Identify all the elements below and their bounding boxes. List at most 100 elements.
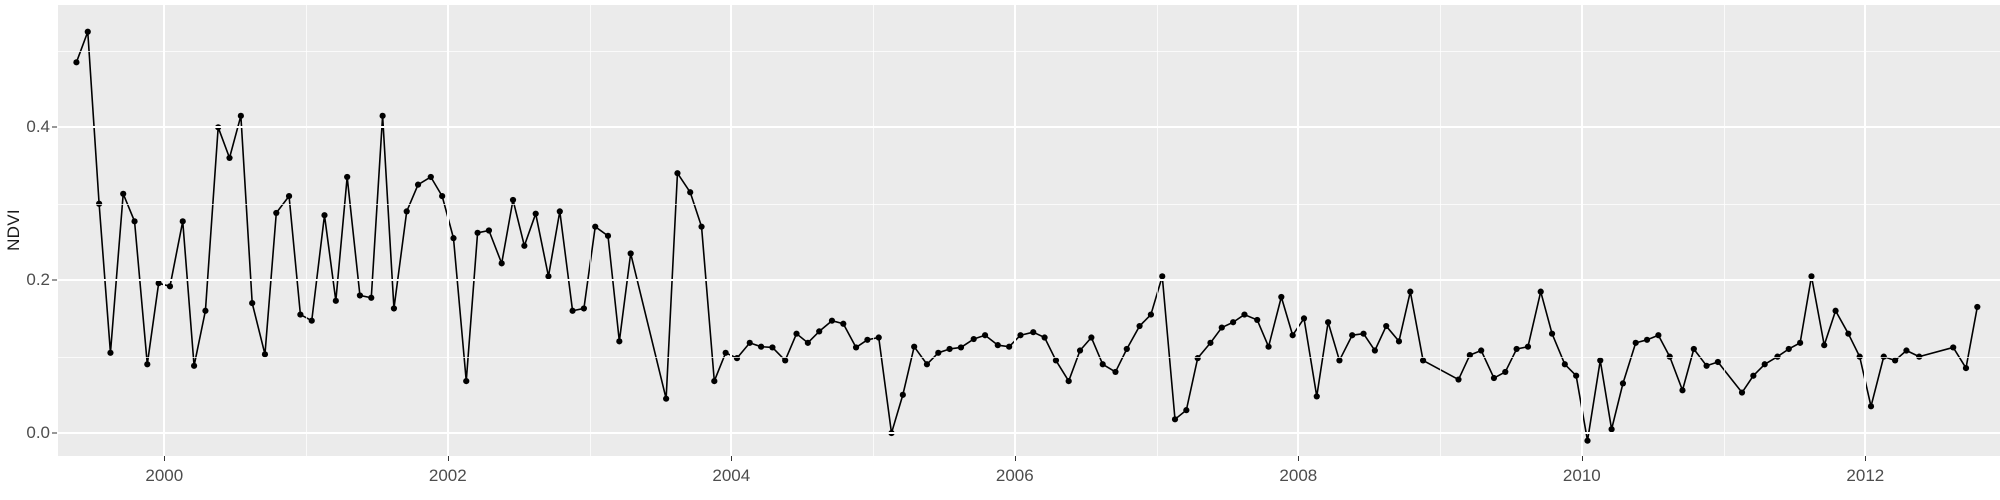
gridline-major-vertical bbox=[1013, 5, 1016, 456]
y-tick-label: 0.2 bbox=[26, 270, 50, 290]
data-point bbox=[981, 332, 989, 339]
data-point bbox=[439, 193, 446, 200]
data-point bbox=[1241, 311, 1248, 318]
data-point bbox=[1561, 361, 1568, 368]
data-point bbox=[1455, 376, 1462, 383]
x-tick-mark bbox=[1014, 456, 1016, 461]
data-point bbox=[923, 361, 931, 368]
gridline-minor-horizontal bbox=[58, 203, 2000, 205]
data-point bbox=[1218, 324, 1225, 331]
data-point bbox=[1524, 343, 1532, 350]
data-point bbox=[190, 362, 198, 369]
data-point bbox=[1703, 362, 1710, 369]
data-point bbox=[179, 218, 186, 225]
data-point bbox=[1395, 338, 1403, 345]
gridline-major-vertical bbox=[163, 5, 166, 456]
x-tick-mark bbox=[1865, 456, 1867, 461]
data-point bbox=[1502, 368, 1509, 376]
x-tick-label: 2006 bbox=[995, 466, 1034, 485]
ndvi-line-series bbox=[73, 28, 1981, 444]
data-point bbox=[427, 173, 434, 181]
data-point bbox=[308, 317, 315, 324]
plot-panel bbox=[58, 5, 2000, 456]
gridline-major-vertical bbox=[1864, 5, 1867, 456]
x-tick-label: 2000 bbox=[145, 466, 184, 485]
data-point bbox=[816, 328, 823, 335]
y-axis-tick-labels: 0.0 0.2 0.4 bbox=[0, 0, 50, 500]
data-point bbox=[1584, 437, 1591, 444]
data-point bbox=[1159, 273, 1166, 280]
data-point bbox=[722, 349, 729, 356]
data-point bbox=[1313, 393, 1320, 400]
data-point bbox=[414, 181, 422, 188]
data-point bbox=[1030, 329, 1037, 336]
data-point bbox=[1136, 322, 1143, 330]
data-point bbox=[994, 342, 1001, 349]
gridline-minor-horizontal bbox=[58, 50, 2000, 52]
data-point bbox=[674, 170, 681, 177]
data-point bbox=[793, 330, 800, 337]
gridline-minor-vertical bbox=[589, 5, 591, 456]
data-point bbox=[1419, 357, 1427, 364]
data-point bbox=[1265, 343, 1272, 350]
gridline-minor-vertical bbox=[1440, 5, 1442, 456]
data-point bbox=[237, 112, 244, 119]
data-point bbox=[166, 283, 174, 290]
data-point bbox=[1808, 273, 1815, 280]
data-point bbox=[616, 338, 623, 345]
y-tick-mark bbox=[52, 432, 57, 434]
data-point bbox=[1371, 347, 1378, 354]
data-point bbox=[1065, 377, 1072, 385]
data-point bbox=[450, 235, 457, 242]
data-point bbox=[474, 229, 481, 236]
data-point bbox=[1903, 347, 1910, 354]
data-point bbox=[107, 349, 114, 356]
data-point bbox=[297, 311, 304, 318]
data-point bbox=[73, 59, 80, 66]
x-tick-label: 2012 bbox=[1846, 466, 1885, 485]
data-point bbox=[390, 305, 398, 312]
data-point bbox=[202, 307, 209, 314]
x-tick-mark bbox=[731, 456, 733, 461]
data-point bbox=[957, 344, 965, 351]
data-point bbox=[1867, 403, 1875, 410]
data-point bbox=[1147, 311, 1155, 318]
x-tick-mark bbox=[1298, 456, 1300, 461]
data-point bbox=[120, 190, 127, 197]
data-point bbox=[711, 377, 718, 385]
data-point bbox=[946, 345, 953, 353]
data-point bbox=[1325, 319, 1332, 326]
data-point bbox=[782, 357, 789, 364]
data-point bbox=[1478, 347, 1485, 354]
data-point bbox=[1962, 364, 1970, 372]
gridline-major-horizontal bbox=[58, 279, 2000, 282]
data-point bbox=[1490, 374, 1498, 382]
data-point bbox=[899, 391, 906, 398]
data-point bbox=[1088, 334, 1095, 341]
gridline-minor-vertical bbox=[306, 5, 308, 456]
data-point bbox=[1123, 345, 1130, 353]
x-tick-label: 2004 bbox=[712, 466, 751, 485]
data-point bbox=[1608, 426, 1615, 433]
data-point bbox=[356, 292, 364, 299]
data-point bbox=[1349, 332, 1356, 339]
data-point bbox=[864, 336, 871, 343]
data-point bbox=[1112, 368, 1119, 376]
data-point bbox=[1821, 342, 1828, 349]
data-point bbox=[1845, 330, 1852, 337]
data-point bbox=[935, 349, 942, 356]
data-point bbox=[1194, 355, 1201, 362]
data-point bbox=[84, 28, 91, 35]
data-point bbox=[1974, 303, 1981, 311]
series-polyline bbox=[75, 30, 1979, 442]
data-point bbox=[261, 351, 269, 358]
data-point bbox=[498, 260, 505, 267]
data-point bbox=[532, 210, 539, 217]
x-tick-label: 2008 bbox=[1279, 466, 1318, 485]
x-tick-mark bbox=[164, 456, 166, 461]
data-point bbox=[1761, 361, 1768, 368]
x-tick-mark bbox=[447, 456, 449, 461]
data-point bbox=[698, 223, 705, 230]
data-point bbox=[804, 339, 811, 346]
